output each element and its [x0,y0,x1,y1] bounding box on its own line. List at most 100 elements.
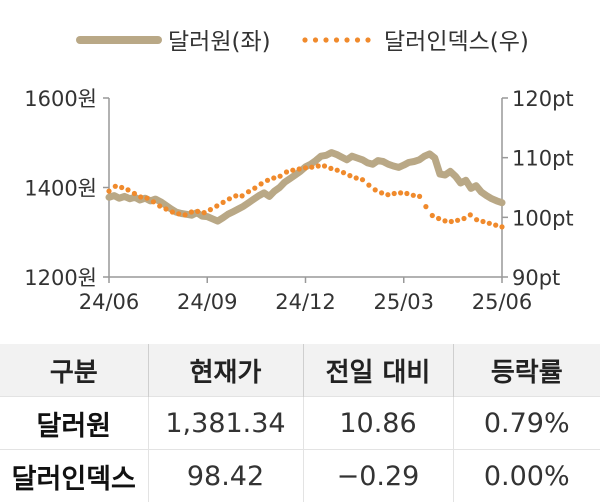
dxy-point [150,199,156,205]
dxy-point [385,192,391,198]
dxy-point [467,212,473,218]
dxy-point [157,203,163,209]
dxy-point [290,167,296,173]
left-tick-label: 1400원 [24,177,97,201]
dxy-point [207,207,213,213]
dxy-point [398,190,404,196]
x-tick-label: 24/06 [79,290,140,314]
dxy-point [169,209,175,215]
legend-dot [312,37,319,43]
header-price: 현재가 [147,344,303,397]
dxy-point [493,222,499,228]
dxy-point [252,185,258,191]
dxy-point [391,190,397,197]
dxy-point [188,209,194,215]
dxy-point [315,163,321,169]
dxy-point [366,182,372,188]
dxy-point [417,193,423,199]
dxy-point [442,218,448,224]
right-tick-label: 110pt [512,147,574,171]
x-tick-label: 24/12 [275,290,336,314]
dxy-point [359,177,366,183]
left-tick-label: 1600원 [24,87,97,111]
dxy-point [379,190,385,196]
dxy-point [195,208,201,214]
quote-table: 구분 현재가 전일 대비 등락률 달러원 1,381.34 10.86 0.79… [0,344,600,502]
x-tick-label: 24/09 [177,290,238,314]
dxy-point [328,165,334,171]
legend-label-dxy: 달러인덱스(우) [384,29,529,55]
dxy-point [499,224,505,230]
series-dxy [106,163,505,230]
ticks: 1600원 1400원 1200원 120pt 110pt 100pt 90pt 24/06 2… [24,87,573,314]
dxy-point [461,215,467,222]
dxy-point [214,203,220,209]
cell-price: 98.42 [147,449,303,502]
dxy-point [245,189,252,195]
series-won [105,149,506,225]
right-tick-label: 90pt [512,266,560,290]
table-header-row: 구분 현재가 전일 대비 등락률 [0,344,600,397]
dxy-point [302,165,309,171]
dxy-point [201,210,207,216]
dxy-point [125,187,131,193]
row-label: 달러인덱스 [0,449,148,502]
dxy-point [258,181,264,187]
dxy-point [233,193,239,199]
dxy-point [347,173,353,179]
dxy-point [112,183,118,189]
dxy-point [309,164,315,170]
legend-dot [354,37,361,43]
dxy-point [372,187,378,193]
legend-dot [365,37,371,43]
x-tick-label: 25/03 [373,290,434,314]
right-tick-label: 100pt [512,206,574,230]
right-tick-label: 120pt [512,87,574,111]
dxy-point [321,163,328,169]
dxy-point [176,211,182,217]
chart: 달러원(좌) 달러인덱스(우) 1600원 1400원 1200원 120pt 110p… [24,29,573,314]
x-tick-label: 25/06 [472,290,533,314]
dxy-point [296,166,302,172]
dxy-point [144,195,150,201]
dxy-point [283,169,290,175]
dxy-point [480,218,486,225]
header-change: 전일 대비 [302,344,453,397]
cell-change: 10.86 [302,396,453,450]
cell-price: 1,381.34 [147,396,303,450]
dxy-point [138,194,144,200]
cell-change: −0.29 [302,449,453,502]
dxy-point [226,196,232,202]
dxy-point [264,177,271,183]
dxy-point [277,173,283,179]
legend-label-won: 달러원(좌) [168,29,271,55]
dxy-point [334,167,340,173]
table-row: 달러원 1,381.34 10.86 0.79% [0,396,600,450]
dxy-point [220,199,226,205]
dxy-point [353,175,359,181]
dxy-point [436,215,442,222]
dxy-point [423,204,429,210]
dxy-point [404,190,410,197]
legend-dot [323,37,329,43]
legend-dot [344,37,350,43]
won-line [105,149,506,225]
cell-rate: 0.00% [452,449,600,502]
dxy-point [429,212,435,219]
cell-rate: 0.79% [452,396,600,450]
legend-swatch-dxy [302,37,371,43]
dxy-point [340,170,347,176]
dxy-point [448,218,454,225]
dxy-point [119,184,125,191]
left-tick-label: 1200원 [24,266,97,290]
dxy-point [410,192,416,198]
dxy-point [455,217,461,223]
dxy-point [474,217,480,223]
dxy-point [239,193,245,199]
header-rate: 등락률 [452,344,600,397]
legend-dot [302,37,308,43]
dxy-point [271,175,277,181]
dxy-point [182,212,188,218]
dxy-point [163,206,169,212]
dxy-point [486,220,492,226]
